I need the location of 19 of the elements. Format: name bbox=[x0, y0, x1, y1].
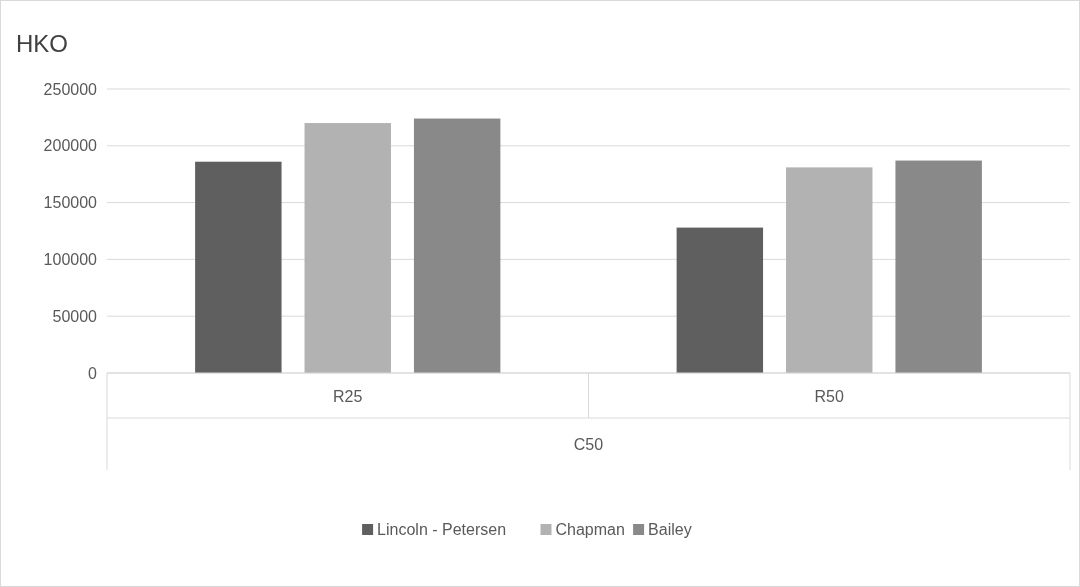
bar bbox=[413, 118, 501, 373]
x-axis-title: C50 bbox=[573, 436, 604, 453]
bar bbox=[304, 123, 391, 373]
y-tick-label: 200000 bbox=[43, 137, 98, 155]
y-tick-label: 150000 bbox=[43, 194, 98, 212]
y-tick-label: 100000 bbox=[43, 251, 98, 268]
y-tick-label: 50000 bbox=[52, 307, 98, 325]
x-tick-label: R25 bbox=[333, 388, 363, 405]
legend-label: Lincoln - Petersen bbox=[377, 521, 507, 538]
y-tick-label: 250000 bbox=[43, 80, 98, 98]
bar bbox=[195, 161, 282, 373]
bar bbox=[676, 227, 764, 373]
legend-label: Bailey bbox=[648, 521, 692, 538]
legend-label: Chapman bbox=[555, 521, 625, 538]
bar bbox=[786, 167, 873, 373]
bar bbox=[895, 160, 982, 373]
chart-title: HKO bbox=[16, 30, 69, 57]
x-tick-label: R50 bbox=[814, 388, 845, 405]
y-tick-label: 0 bbox=[88, 364, 98, 382]
